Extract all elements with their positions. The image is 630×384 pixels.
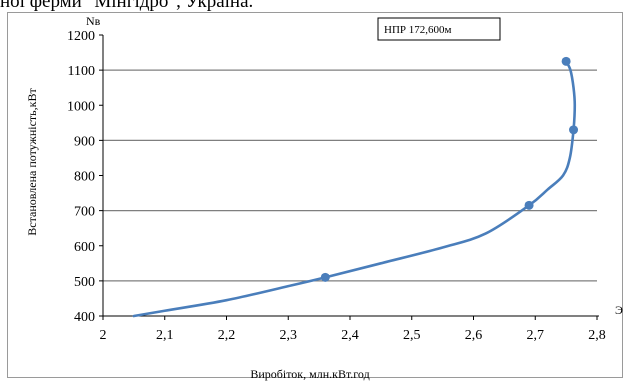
data-point (524, 200, 534, 210)
series (132, 56, 579, 318)
data-point (569, 125, 579, 135)
y-tick-label: 600 (74, 240, 95, 255)
x-axis-symbol: Э (615, 303, 623, 317)
y-tick-label: 1000 (67, 99, 95, 114)
x-tick-label: 2,7 (527, 328, 545, 343)
y-tick-label: 900 (74, 134, 95, 149)
x-tick-label: 2,8 (588, 328, 606, 343)
x-tick-label: 2,4 (341, 328, 359, 343)
legend-box (377, 17, 501, 41)
legend: НПР 172,600м (377, 17, 501, 41)
x-tick-label: 2 (100, 328, 107, 343)
axes (102, 35, 599, 317)
x-tick-label: 2,3 (280, 328, 298, 343)
y-tick-label: 700 (74, 205, 95, 220)
x-tick-label: 2,5 (403, 328, 421, 343)
gridlines (99, 34, 598, 320)
x-tick-label: 2,6 (465, 328, 483, 343)
tick-labels: 400 500 600 700 800 900 1000 1100 1200 2 2,1 2,2 2,3… (67, 29, 606, 343)
y-tick-label: 1100 (68, 64, 95, 79)
y-axis-symbol: Nв (86, 14, 101, 28)
x-tick-label: 2,2 (218, 328, 236, 343)
caption-fragment: ної ферми "Мінгідро", Україна. (0, 0, 254, 12)
series-line (132, 60, 577, 318)
y-tick-label: 400 (74, 310, 95, 325)
y-tick-label: 500 (74, 275, 95, 290)
y-tick-label: 1200 (67, 29, 95, 44)
legend-label: НПР 172,600м (384, 24, 452, 36)
x-tick-label: 2,1 (156, 328, 174, 343)
y-tick-label: 800 (74, 170, 95, 185)
y-axis-label: Встановлена потужність,кВт (25, 88, 39, 236)
x-axis-label: Виробіток, млн.кВт.год (250, 367, 369, 381)
chart-frame (7, 12, 623, 378)
data-point (320, 272, 330, 282)
data-point (561, 56, 571, 66)
